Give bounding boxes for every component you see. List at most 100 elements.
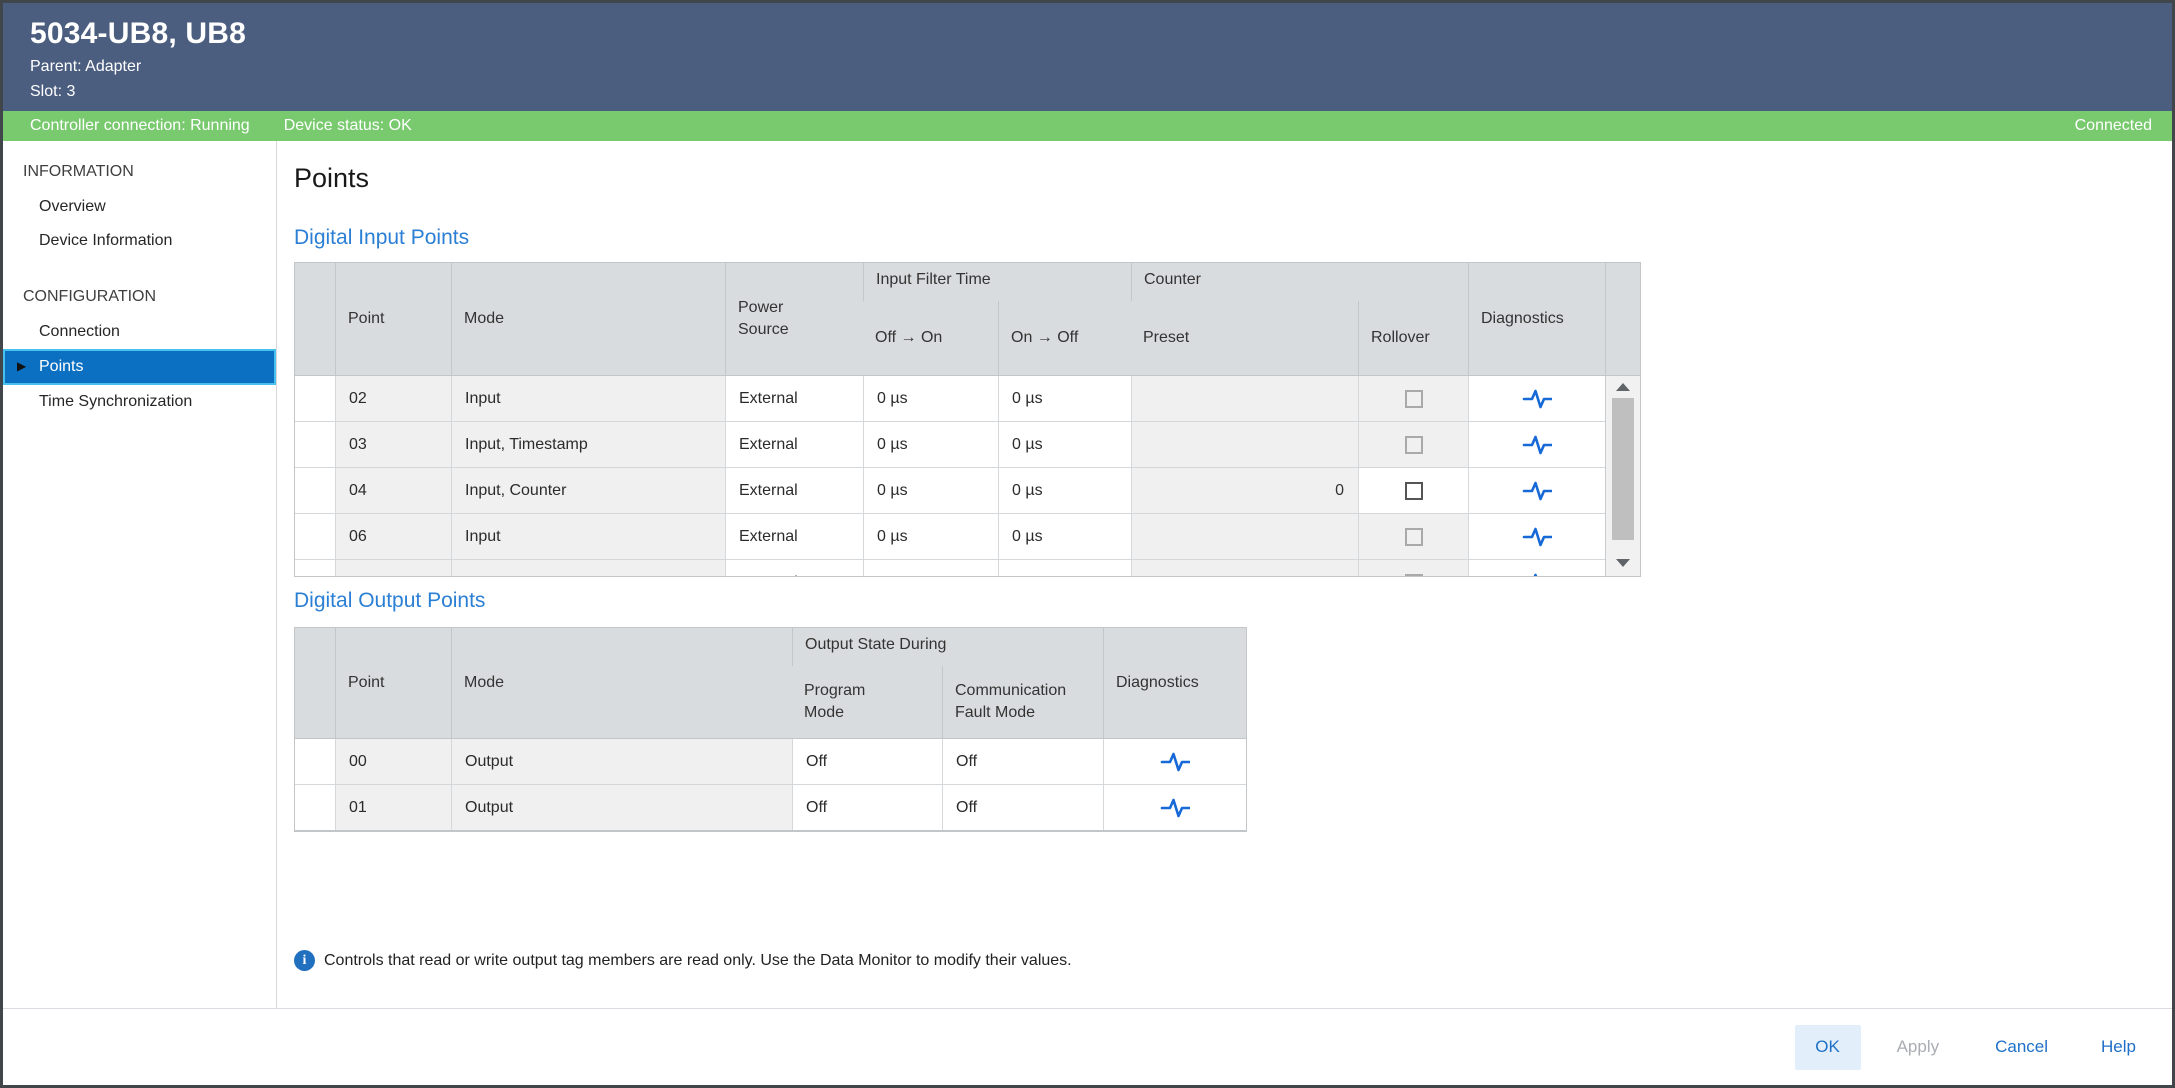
selected-item-arrow-icon: ▶	[17, 359, 27, 373]
cell-program-mode[interactable]: Off	[792, 785, 942, 830]
table-row: 07 Input External 0 µs 0 µs	[295, 560, 1606, 576]
header-group-counter: Counter	[1131, 263, 1468, 301]
cell-point: 04	[335, 468, 451, 513]
row-selector[interactable]	[295, 739, 335, 784]
page-title: Points	[294, 163, 370, 193]
sidebar-header-configuration: CONFIGURATION	[23, 288, 157, 305]
cell-rollover	[1358, 376, 1468, 421]
help-button[interactable]: Help	[2101, 1037, 2136, 1056]
row-selector[interactable]	[295, 560, 335, 576]
scrollbar-down-arrow-icon[interactable]	[1606, 552, 1640, 574]
cell-power-source[interactable]: External	[725, 376, 863, 421]
row-selector[interactable]	[295, 376, 335, 421]
cell-point: 07	[335, 560, 451, 576]
header-rollover: Rollover	[1358, 301, 1468, 375]
header-row-selector	[295, 263, 335, 375]
cell-mode: Input	[451, 514, 725, 559]
controller-connection-status: Controller connection: Running	[30, 117, 250, 134]
cell-communication-fault-mode[interactable]: Off	[942, 739, 1103, 784]
diagnostics-icon[interactable]	[1522, 386, 1552, 412]
apply-button[interactable]: Apply	[1896, 1037, 1940, 1056]
input-table-header: Point Mode Power Source Input Filter Tim…	[295, 263, 1640, 376]
output-table-header: Point Mode Output State During Program M…	[295, 628, 1246, 739]
row-selector[interactable]	[295, 422, 335, 467]
cell-diagnostics	[1103, 785, 1246, 830]
header-on-to-off: On → Off	[998, 301, 1131, 375]
ok-button[interactable]: OK	[1794, 1024, 1861, 1070]
cell-mode: Output	[451, 739, 792, 784]
sidebar-item-overview[interactable]: Overview	[39, 198, 106, 215]
scrollbar-thumb[interactable]	[1612, 398, 1634, 540]
header-mode: Mode	[451, 628, 792, 738]
cell-mode: Input, Counter	[451, 468, 725, 513]
diagnostics-icon[interactable]	[1522, 478, 1552, 504]
cancel-button[interactable]: Cancel	[1995, 1037, 2049, 1056]
header-scrollbar-gutter	[1605, 263, 1640, 375]
dialog-footer: OK Apply Cancel Help	[3, 1008, 2172, 1085]
sidebar-item-device-information[interactable]: Device Information	[39, 232, 173, 249]
diagnostics-icon[interactable]	[1160, 795, 1190, 821]
device-slot: Slot: 3	[30, 83, 76, 100]
header-group-output-state-during: Output State During	[792, 628, 1103, 666]
cell-power-source[interactable]: External	[725, 514, 863, 559]
sidebar-item-points[interactable]: ▶ Points	[3, 349, 276, 385]
header-mode: Mode	[451, 263, 725, 375]
cell-on-to-off[interactable]: 0 µs	[998, 560, 1131, 576]
diagnostics-icon[interactable]	[1522, 524, 1552, 550]
cell-on-to-off[interactable]: 0 µs	[998, 422, 1131, 467]
cell-off-to-on[interactable]: 0 µs	[863, 560, 998, 576]
cell-rollover	[1358, 468, 1468, 513]
cell-on-to-off[interactable]: 0 µs	[998, 376, 1131, 421]
sidebar-header-information: INFORMATION	[23, 163, 134, 180]
digital-output-points-table: Point Mode Output State During Program M…	[294, 627, 1247, 832]
sidebar-item-time-synchronization[interactable]: Time Synchronization	[39, 393, 193, 410]
header-diagnostics: Diagnostics	[1103, 628, 1246, 738]
cell-preset	[1131, 422, 1358, 467]
cell-communication-fault-mode[interactable]: Off	[942, 785, 1103, 830]
cell-off-to-on[interactable]: 0 µs	[863, 376, 998, 421]
cell-rollover	[1358, 514, 1468, 559]
cell-program-mode[interactable]: Off	[792, 739, 942, 784]
row-selector[interactable]	[295, 514, 335, 559]
cell-off-to-on[interactable]: 0 µs	[863, 514, 998, 559]
cell-off-to-on[interactable]: 0 µs	[863, 422, 998, 467]
header-power-source: Power Source	[725, 263, 863, 375]
diagnostics-icon[interactable]	[1522, 432, 1552, 458]
cell-on-to-off[interactable]: 0 µs	[998, 468, 1131, 513]
cell-mode: Input, Timestamp	[451, 422, 725, 467]
device-title: 5034-UB8, UB8	[30, 17, 247, 50]
header-point: Point	[335, 628, 451, 738]
cell-diagnostics	[1468, 468, 1605, 513]
cell-mode: Output	[451, 785, 792, 830]
header-point: Point	[335, 263, 451, 375]
diagnostics-icon[interactable]	[1522, 570, 1552, 577]
cell-mode: Input	[451, 560, 725, 576]
cell-preset[interactable]: 0	[1131, 468, 1358, 513]
table-row: 03 Input, Timestamp External 0 µs 0 µs	[295, 422, 1606, 468]
cell-preset	[1131, 560, 1358, 576]
cell-power-source[interactable]: External	[725, 468, 863, 513]
header-off-to-on: Off → On	[875, 329, 943, 346]
cell-power-source[interactable]: External	[725, 560, 863, 576]
rollover-checkbox[interactable]	[1404, 481, 1423, 500]
diagnostics-icon[interactable]	[1160, 749, 1190, 775]
scrollbar-up-arrow-icon[interactable]	[1606, 376, 1640, 398]
digital-output-points-title: Digital Output Points	[294, 589, 486, 612]
cell-on-to-off[interactable]: 0 µs	[998, 514, 1131, 559]
table-row: 01 Output Off Off	[295, 785, 1246, 831]
rollover-checkbox	[1404, 573, 1423, 576]
vertical-scrollbar[interactable]	[1605, 376, 1640, 576]
header-row-selector	[295, 628, 335, 738]
connection-state: Connected	[2074, 117, 2152, 134]
cell-off-to-on[interactable]: 0 µs	[863, 468, 998, 513]
device-parent: Parent: Adapter	[30, 58, 142, 75]
header-program-mode: Program Mode	[804, 682, 866, 721]
sidebar-item-connection[interactable]: Connection	[39, 323, 120, 340]
cell-rollover	[1358, 560, 1468, 576]
row-selector[interactable]	[295, 785, 335, 830]
cell-power-source[interactable]: External	[725, 422, 863, 467]
cell-rollover	[1358, 422, 1468, 467]
header-group-input-filter-time: Input Filter Time	[863, 263, 1131, 301]
table-row: 06 Input External 0 µs 0 µs	[295, 514, 1606, 560]
row-selector[interactable]	[295, 468, 335, 513]
